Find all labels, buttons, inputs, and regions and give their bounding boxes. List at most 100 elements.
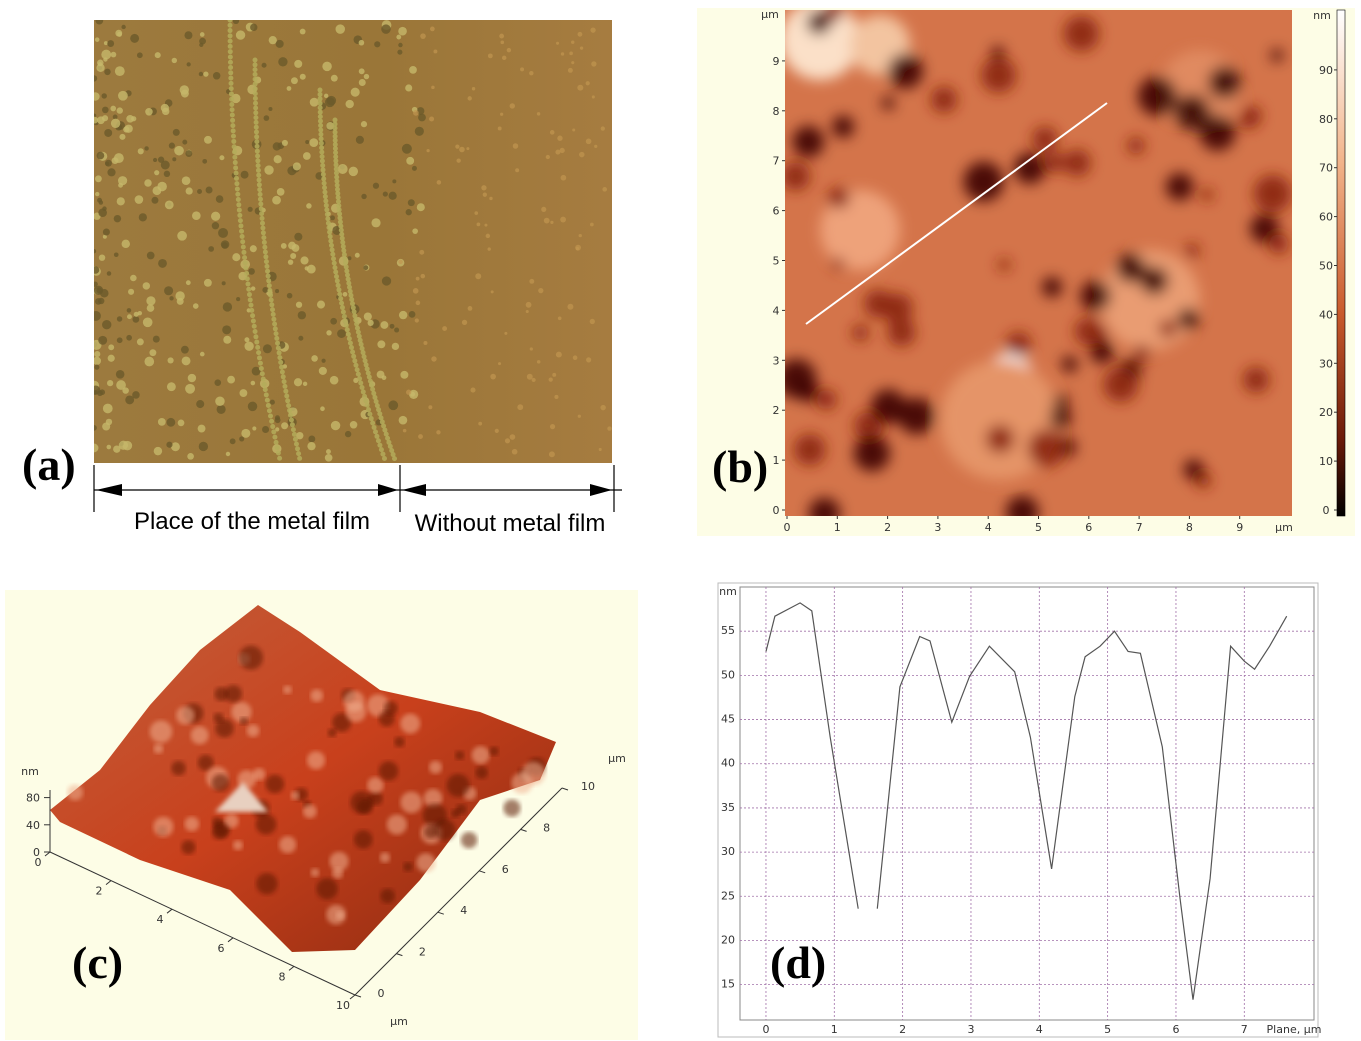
particle [181,356,191,366]
particle [250,23,258,32]
stripe [227,43,233,49]
stripe [275,345,281,351]
stripe [363,398,369,404]
stripe [342,256,348,262]
stripe [265,268,271,274]
bump [400,713,421,734]
pit [1250,214,1280,243]
stripe [340,309,346,315]
stripe [339,305,345,311]
particle [240,170,249,179]
stripe [256,355,262,361]
particle [332,225,342,235]
stripe [323,202,329,208]
stripe [253,115,259,121]
stripe [273,331,279,337]
particle [184,31,193,40]
stripe [359,345,365,351]
bump [239,717,248,726]
stripe [354,367,360,373]
stripe [374,403,380,409]
particle [354,252,360,258]
particle [116,107,123,114]
particle [549,424,556,430]
stripe [262,244,268,250]
bump [400,791,423,814]
particle [144,179,152,187]
stripe [350,305,356,311]
stripe [362,393,368,399]
particle [223,335,232,344]
stripe [261,239,267,245]
particle [142,282,151,290]
particle [106,444,112,450]
particle [294,59,303,68]
particle [133,311,139,317]
particle [146,251,155,260]
particle [500,112,504,116]
particle [164,286,174,296]
particle [145,108,153,116]
tick [227,937,234,943]
stripe [385,435,391,441]
colorbar-tick-label: 70 [1319,162,1333,175]
bump [416,853,436,873]
particle [146,296,156,306]
stripe [257,191,263,197]
particle [94,356,102,365]
stripe [322,194,328,200]
bump [224,813,239,829]
y-axis-label: nm [719,585,737,598]
bump [433,819,456,841]
particle [307,442,316,451]
bump [460,831,478,849]
particle [102,320,112,330]
pit [997,258,1011,272]
particle [117,31,122,37]
stripe [317,100,323,106]
particle [94,364,100,370]
particle [571,40,575,44]
particle [110,118,121,129]
particle [377,340,386,349]
stripe [253,334,259,340]
stripe [367,411,373,417]
particle [196,400,205,409]
pit [1208,66,1241,99]
stripe [337,215,343,221]
particle [192,303,199,309]
particle [306,264,316,274]
particle [244,341,254,351]
particle [185,383,196,394]
particle [118,440,129,450]
particle [105,161,110,166]
stripe [386,439,392,445]
stripe [259,211,265,217]
stripe [370,420,376,426]
bump [190,726,209,745]
particle [154,52,161,59]
stripe [319,145,325,151]
particle [262,425,270,434]
stripe [253,105,259,111]
pit [1165,172,1194,201]
particle [500,40,505,45]
stripe [346,336,352,342]
particle [294,232,303,241]
pit [1032,126,1058,152]
pit [792,125,825,158]
particle [330,420,341,431]
stripe [240,244,246,250]
stripe [343,322,349,328]
bump [176,706,195,725]
particle [405,209,412,216]
particle [249,245,257,253]
stripe [253,119,259,125]
particle [347,256,352,261]
stripe [275,450,281,456]
particle [130,274,137,282]
stripe [227,38,233,44]
stripe [227,28,233,34]
particle [275,427,280,432]
